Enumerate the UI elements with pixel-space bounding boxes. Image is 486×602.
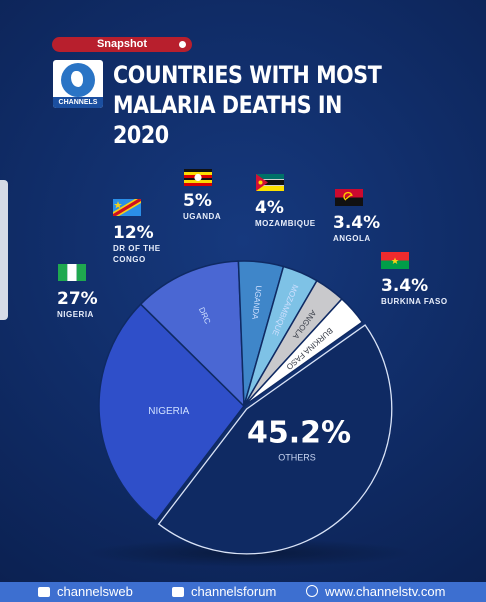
- pie-label-others-name: OTHERS: [278, 453, 316, 463]
- uganda-label: 5% UGANDA: [183, 191, 221, 222]
- pie-slice-others: [157, 324, 393, 555]
- uganda-flag-icon: [184, 169, 212, 186]
- record-dot-icon: [179, 41, 186, 48]
- drc-label: 12% DR OF THE CONGO: [113, 223, 183, 265]
- drc-name: DR OF THE CONGO: [113, 244, 161, 264]
- angola-name: ANGOLA: [333, 234, 371, 243]
- channels-logo: CHANNELS: [53, 60, 103, 108]
- globe-icon: [61, 63, 95, 97]
- footer-website[interactable]: www.channelstv.com: [306, 584, 445, 599]
- mozambique-name: MOZAMBIQUE: [255, 219, 316, 228]
- nigeria-name: NIGERIA: [57, 310, 94, 319]
- angola-value: 3.4%: [333, 213, 381, 233]
- snapshot-badge: Snapshot: [52, 37, 192, 52]
- burkina-faso-value: 3.4%: [381, 276, 429, 296]
- burkina-faso-name: BURKINA FASO: [381, 297, 448, 306]
- uganda-value: 5%: [183, 191, 212, 211]
- pie-slice-burkina-faso: [243, 297, 364, 407]
- side-handle[interactable]: [0, 180, 8, 320]
- youtube-handle: channelsweb: [57, 584, 133, 599]
- uganda-name: UGANDA: [183, 212, 222, 221]
- nigeria-value: 27%: [57, 289, 98, 309]
- pie-label-others: 45.2%: [247, 416, 351, 451]
- youtube-icon: [38, 587, 50, 597]
- mozambique-flag-icon: [256, 174, 284, 191]
- drc-flag-icon: [113, 199, 141, 216]
- globe-web-icon: [306, 585, 318, 597]
- burkina-faso-flag-icon: [381, 252, 409, 269]
- title-line-2: MALARIA DEATHS IN 2020: [113, 91, 343, 149]
- pie-label-uganda: UGANDA: [250, 285, 263, 321]
- pie-slice-dr-of-the-congo: [139, 260, 245, 408]
- angola-flag-icon: [335, 189, 363, 206]
- nigeria-label: 27% NIGERIA: [57, 289, 98, 320]
- mozambique-label: 4% MOZAMBIQUE: [255, 198, 316, 229]
- title-line-1: COUNTRIES WITH MOST: [113, 61, 382, 89]
- website-url: www.channelstv.com: [325, 584, 446, 599]
- burkina-faso-label: 3.4% BURKINA FASO: [381, 276, 448, 307]
- page-title: COUNTRIES WITH MOST MALARIA DEATHS IN 20…: [113, 60, 397, 150]
- facebook-handle: channelsforum: [191, 584, 277, 599]
- angola-label: 3.4% ANGOLA: [333, 213, 380, 244]
- mozambique-value: 4%: [255, 198, 284, 218]
- footer-facebook[interactable]: channelsforum: [172, 584, 276, 599]
- pie-label-nigeria: NIGERIA: [148, 406, 189, 417]
- pie-slice-nigeria: [98, 303, 245, 523]
- facebook-icon: [172, 587, 184, 597]
- footer-youtube[interactable]: channelsweb: [38, 584, 133, 599]
- footer-bar: channelsweb channelsforum www.channelstv…: [0, 582, 486, 602]
- drc-value: 12%: [113, 223, 154, 243]
- nigeria-flag-icon: [58, 264, 86, 281]
- snapshot-label: Snapshot: [96, 38, 148, 50]
- channels-logo-text: CHANNELS: [53, 97, 103, 108]
